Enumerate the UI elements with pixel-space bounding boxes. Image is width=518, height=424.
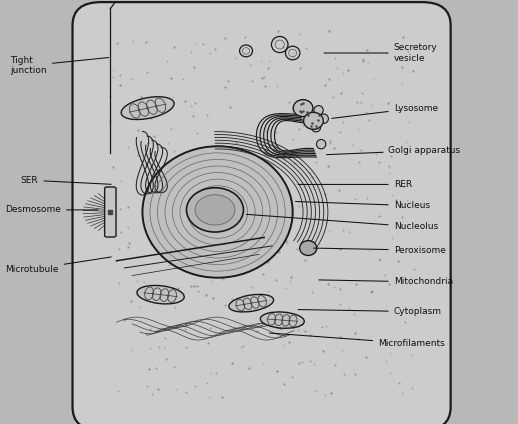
Text: Microfilaments: Microfilaments xyxy=(269,333,445,348)
Text: Golgi apparatus: Golgi apparatus xyxy=(326,146,461,155)
Text: Nucleolus: Nucleolus xyxy=(246,214,438,232)
Text: RER: RER xyxy=(298,180,412,189)
Ellipse shape xyxy=(186,188,243,232)
Ellipse shape xyxy=(121,97,174,120)
Ellipse shape xyxy=(261,312,304,328)
Text: Cytoplasm: Cytoplasm xyxy=(298,307,442,316)
Text: Tight
junction: Tight junction xyxy=(10,56,109,75)
Text: Secretory
vesicle: Secretory vesicle xyxy=(324,43,437,63)
Ellipse shape xyxy=(304,112,323,129)
Text: Peroxisome: Peroxisome xyxy=(313,245,445,255)
Ellipse shape xyxy=(311,123,321,132)
Text: Lysosome: Lysosome xyxy=(332,103,438,118)
FancyBboxPatch shape xyxy=(73,2,451,424)
Ellipse shape xyxy=(229,294,274,312)
Ellipse shape xyxy=(142,146,293,278)
Text: Mitochondria: Mitochondria xyxy=(319,277,453,287)
Text: SER: SER xyxy=(21,176,111,185)
Ellipse shape xyxy=(137,285,184,304)
Text: Nucleus: Nucleus xyxy=(295,201,430,210)
Ellipse shape xyxy=(293,100,313,117)
Text: Microtubule: Microtubule xyxy=(5,257,111,274)
Ellipse shape xyxy=(299,241,317,255)
FancyBboxPatch shape xyxy=(105,187,116,237)
Ellipse shape xyxy=(319,114,328,123)
Ellipse shape xyxy=(314,106,323,115)
Ellipse shape xyxy=(195,195,235,225)
Text: Desmosome: Desmosome xyxy=(5,205,98,215)
Ellipse shape xyxy=(316,139,326,149)
